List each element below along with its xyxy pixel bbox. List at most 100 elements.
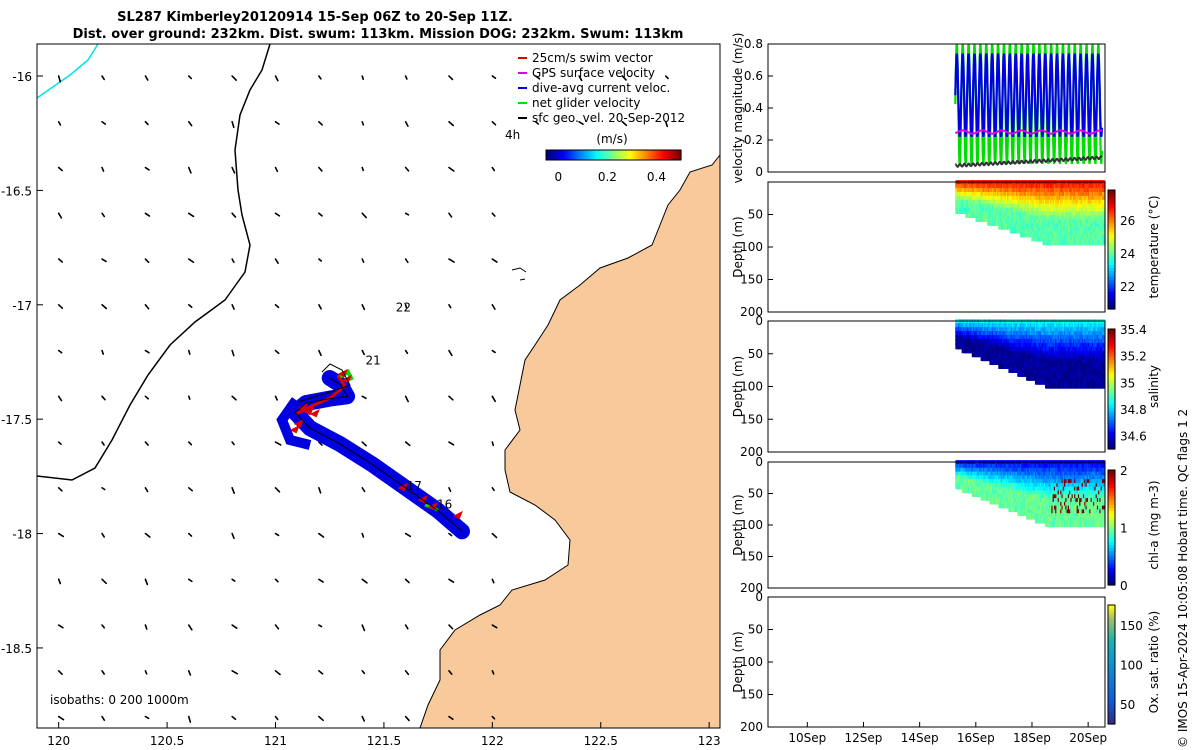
geo-vector — [144, 75, 149, 81]
panel-ytick-label: 0.6 — [744, 69, 763, 83]
colorbar-cell — [1108, 201, 1115, 206]
geo-vector — [274, 578, 279, 583]
time-interval-note: 4h — [505, 128, 520, 142]
colorbar-cell — [1108, 297, 1115, 301]
colorbar-cell — [1108, 434, 1115, 438]
colorbar-cell — [1108, 365, 1115, 369]
section-cell — [1101, 227, 1106, 234]
geo-vector — [361, 532, 365, 538]
colorbar-cell — [1108, 329, 1115, 333]
geo-vector — [318, 670, 324, 675]
colorbar-cell — [615, 150, 619, 160]
colorbar-tick-label: 0.4 — [647, 170, 666, 184]
geo-vector — [101, 258, 107, 263]
colorbar-cell — [1108, 530, 1115, 534]
colorbar-cell — [1108, 240, 1115, 245]
geo-vector — [101, 578, 107, 585]
geo-vector — [404, 166, 410, 172]
colorbar-cell — [1108, 539, 1115, 543]
geo-vector — [404, 258, 409, 264]
geo-vector — [448, 258, 455, 263]
colorbar-cell — [570, 150, 574, 160]
geo-vector — [578, 120, 584, 125]
day-label: 22 — [396, 301, 411, 315]
section-cell — [1101, 350, 1106, 358]
geo-vector — [274, 212, 281, 217]
geo-vector — [187, 349, 191, 355]
colorbar-tick-label: 35 — [1120, 376, 1135, 390]
geo-vector — [361, 715, 366, 722]
geo-vector — [274, 715, 279, 721]
day-label: 16 — [437, 497, 452, 511]
panel-ylabel: Depth (m) — [731, 356, 745, 417]
geo-vector — [274, 75, 279, 82]
geo-vector — [448, 120, 455, 127]
geo-vector — [318, 349, 322, 357]
geo-vector — [448, 624, 454, 630]
colorbar-cell — [1108, 564, 1115, 569]
geo-vector — [101, 715, 106, 721]
panel-ylabel: Depth (m) — [731, 216, 745, 277]
colorbar-cell — [1108, 252, 1115, 257]
colorbar-label: chl-a (mg m-3) — [1147, 480, 1161, 569]
section-cell — [1101, 188, 1106, 195]
colorbar-cell — [1108, 377, 1115, 381]
geo-vector — [491, 303, 496, 310]
geo-vector — [491, 624, 498, 629]
colorbar-cell — [1108, 559, 1115, 563]
section-cell — [1101, 362, 1106, 369]
colorbar-cell — [1108, 267, 1115, 271]
colorbar-cell — [1108, 419, 1115, 423]
colorbar-cell — [559, 150, 563, 160]
map-frame — [36, 43, 721, 729]
colorbar-cell — [600, 150, 603, 160]
colorbar-cell — [579, 150, 583, 160]
colorbar-cell — [1108, 521, 1115, 526]
colorbar-cell — [1108, 386, 1115, 390]
section-cell — [1101, 342, 1106, 350]
colorbar-cell — [642, 150, 646, 160]
colorbar-cell — [1108, 353, 1115, 357]
colorbar-cell — [1108, 401, 1115, 405]
geo-vector — [318, 624, 323, 628]
section-cell — [1101, 199, 1106, 207]
velocity-series-line — [954, 129, 1103, 135]
colorbar-cell — [1108, 507, 1115, 511]
colorbar-cell — [606, 150, 610, 160]
geo-vector — [361, 349, 365, 356]
colorbar-cell — [1108, 264, 1115, 268]
colorbar-tick-label: 22 — [1120, 280, 1135, 294]
legend-label: dive-avg current veloc. — [532, 81, 670, 95]
colorbar-cell — [1108, 544, 1115, 549]
geo-vector — [448, 670, 453, 675]
colorbar-cell — [1108, 270, 1115, 274]
colorbar-cell — [1108, 255, 1115, 260]
section-cell — [1101, 238, 1106, 246]
colorbar-cell — [1108, 261, 1115, 265]
panel-frame — [767, 320, 1106, 453]
panel-ytick-label: 150 — [740, 412, 763, 426]
section-cell — [1101, 327, 1106, 334]
geo-vector — [534, 75, 541, 80]
geo-vector — [361, 578, 368, 584]
geo-vector — [361, 120, 365, 126]
geo-vector — [664, 120, 669, 128]
colorbar-cell — [1108, 282, 1115, 286]
colorbar-cell — [1108, 383, 1115, 387]
colorbar-frame — [1107, 328, 1116, 450]
colorbar-cell — [550, 150, 554, 160]
geo-vector — [144, 486, 149, 493]
colorbar-cell — [1108, 192, 1115, 197]
geo-vector — [361, 486, 366, 493]
geo-vector — [144, 303, 150, 310]
geo-vector — [144, 395, 150, 400]
colorbar-cell — [1108, 518, 1115, 523]
geo-vector — [144, 120, 149, 126]
section-cell — [1101, 338, 1106, 346]
geo-vector — [57, 715, 65, 721]
colorbar-cell — [658, 150, 662, 160]
colorbar-cell — [1108, 222, 1115, 227]
geo-vector — [361, 670, 366, 675]
